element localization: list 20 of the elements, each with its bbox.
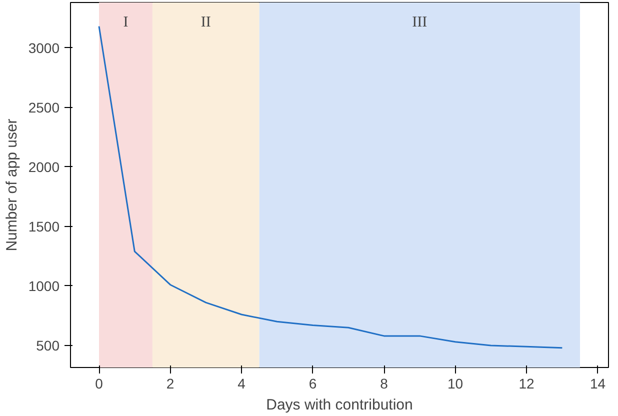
x-tick-label: 14	[590, 376, 606, 392]
x-tick-label: 0	[95, 376, 104, 392]
band-label: I	[123, 14, 128, 30]
y-tick-label: 1000	[28, 278, 60, 294]
y-axis-title: Number of app user	[3, 118, 20, 252]
y-tick-label: 3000	[28, 40, 60, 56]
x-tick-label: 2	[166, 376, 174, 392]
x-tick-label: 8	[380, 376, 388, 392]
x-tick-label: 4	[238, 376, 246, 392]
band-label: III	[412, 14, 428, 30]
x-tick-label: 12	[518, 376, 535, 392]
x-tick-label: 6	[308, 376, 317, 392]
y-tick-label: 500	[36, 337, 60, 354]
band-label: II	[200, 14, 211, 30]
x-axis-title: Days with contribution	[266, 396, 413, 414]
line-series	[98, 26, 563, 349]
y-tick-label: 2000	[28, 158, 60, 175]
x-tick-label: 10	[448, 376, 464, 392]
y-tick-label: 2500	[28, 99, 60, 116]
y-tick-label: 1500	[28, 218, 60, 234]
